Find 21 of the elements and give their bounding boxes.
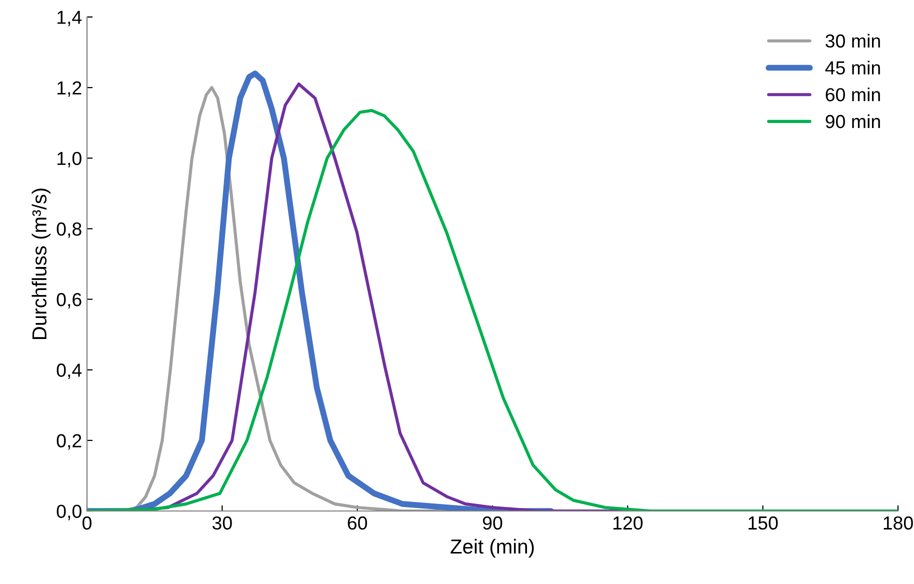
x-tick-label: 120 <box>613 516 643 530</box>
y-tick-label: 0,6 <box>56 292 82 308</box>
x-tick-label: 30 <box>212 516 232 530</box>
y-tick-label: 0,4 <box>56 364 82 380</box>
legend-label: 90 min <box>826 114 880 128</box>
x-tick-label: 60 <box>348 516 368 530</box>
x-axis-title: Zeit (min) <box>450 538 534 558</box>
y-tick-label: 0,0 <box>56 504 82 520</box>
x-tick-label: 150 <box>748 516 778 530</box>
legend-label: 30 min <box>826 34 880 48</box>
x-tick-label: 180 <box>884 516 913 530</box>
x-tick-label: 0 <box>82 516 92 530</box>
y-tick-label: 1,0 <box>58 152 82 168</box>
y-tick-label: 0,8 <box>56 222 82 238</box>
y-tick-label: 0,2 <box>56 434 82 450</box>
legend-label: 45 min <box>825 60 880 74</box>
legend-label: 60 min <box>826 88 880 102</box>
y-tick-label: 1,2 <box>58 81 82 97</box>
y-tick-label: 1,4 <box>58 10 82 26</box>
y-axis-title: Durchfluss (m³/s) <box>32 188 51 339</box>
x-tick-label: 90 <box>482 516 502 530</box>
